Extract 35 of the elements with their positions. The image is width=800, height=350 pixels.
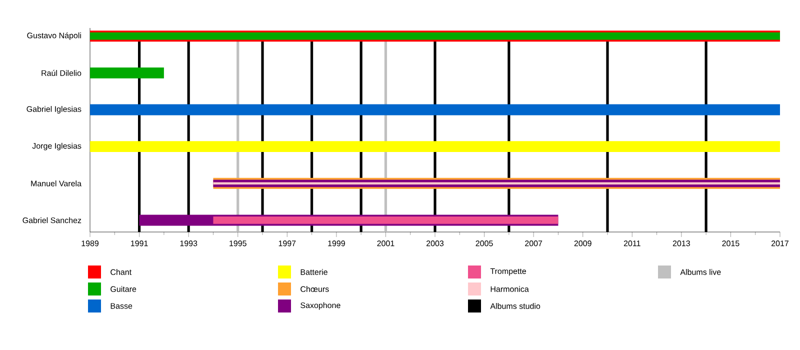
x-tick-label: 2013	[672, 240, 690, 246]
legend-label: Albums live	[680, 269, 721, 275]
legend-label: Trompette	[490, 268, 526, 276]
x-tick-label: 2015	[722, 240, 740, 246]
y-tick-label: Gustavo Nápoli	[27, 32, 81, 40]
x-tick-label: 2001	[377, 240, 394, 246]
x-tick-label: 1999	[328, 240, 345, 246]
legend-label: Guitare	[110, 286, 136, 292]
y-tick-label: Raúl Dilelio	[42, 70, 82, 76]
x-tick-label: 2009	[574, 240, 592, 246]
legend-label: Chœurs	[300, 286, 329, 292]
bar	[90, 104, 780, 116]
x-tick-label: 2003	[426, 240, 444, 246]
x-tick-label: 2005	[476, 240, 493, 246]
x-tick-label: 2011	[624, 240, 640, 246]
x-tick-label: 1995	[230, 240, 246, 246]
y-tick-label: Manuel Varela	[31, 180, 82, 186]
legend-label: Harmonica	[490, 286, 529, 292]
y-tick-label: Jorge Iglesias	[32, 142, 82, 150]
bar	[90, 141, 780, 152]
x-tick-label: 1993	[180, 240, 198, 246]
y-tick-label: Gabriel Sanchez	[22, 217, 82, 224]
legend-label: Batterie	[300, 269, 328, 275]
x-tick-label: 1989	[82, 240, 99, 246]
legend-label: Chant	[110, 269, 132, 275]
bar	[213, 216, 558, 224]
y-tick-label: Gabriel Iglesias	[26, 106, 82, 114]
bar	[213, 182, 780, 184]
x-tick-label: 2007	[525, 240, 542, 246]
legend-label: Basse	[110, 303, 132, 309]
x-tick-label: 2017	[772, 240, 788, 246]
legend-label: Saxophone	[300, 302, 340, 310]
x-tick-label: 1997	[278, 240, 296, 246]
x-tick-label: 1991	[131, 240, 148, 246]
legend-label: Albums studio	[490, 303, 540, 309]
